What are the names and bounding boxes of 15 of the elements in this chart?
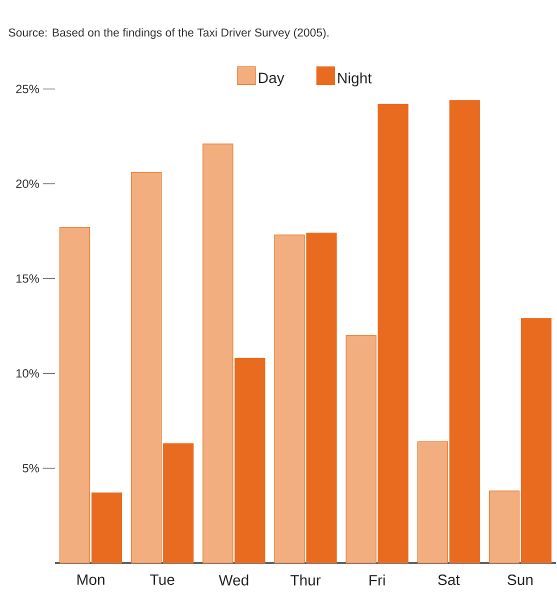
x-tick-label: Wed [218,574,248,586]
legend-label: Night [338,72,372,86]
x-tick-label: Fri [370,574,385,586]
y-tick-label: 15% [16,274,40,283]
y-tick-label: 10% [16,369,40,378]
source-note: Source: Based on the findings of the Taxi Driver Survey (2005). [8,28,329,39]
x-tick-label: Mon [78,574,105,585]
x-tick-label: Tue [150,574,174,585]
x-tick-label: Thur [290,574,321,586]
x-tick-label: Sun [508,574,533,586]
y-tick-label: 5% [22,464,40,472]
y-tick-label: 25% [16,84,40,94]
legend-label: Day [259,72,285,86]
y-tick-label: 20% [16,180,40,188]
x-tick-label: Sat [438,574,460,586]
